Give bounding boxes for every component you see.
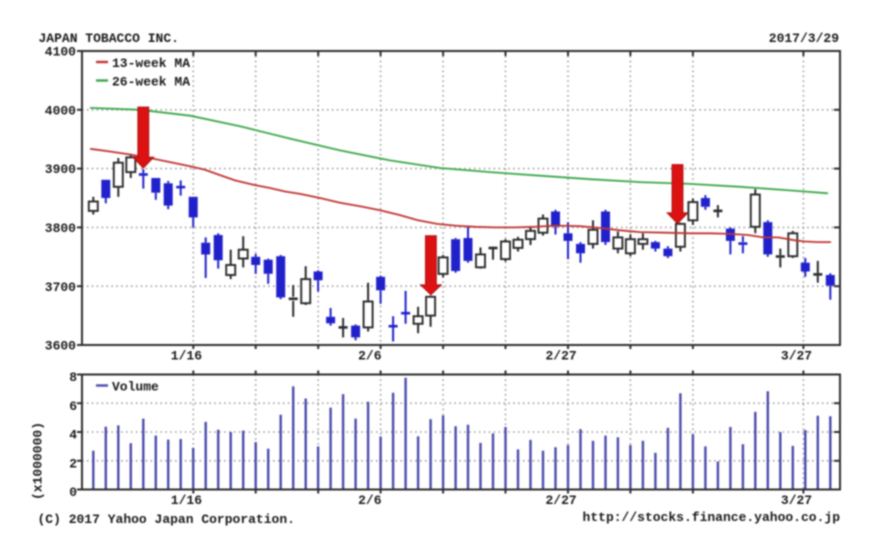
svg-text:2/6: 2/6: [358, 349, 382, 364]
svg-text:4000: 4000: [45, 103, 76, 118]
svg-text:http://stocks.finance.yahoo.co: http://stocks.finance.yahoo.co.jp: [583, 510, 841, 525]
svg-text:1/16: 1/16: [171, 349, 202, 364]
svg-text:4100: 4100: [45, 45, 76, 60]
svg-text:2: 2: [69, 456, 77, 471]
svg-text:2/27: 2/27: [546, 349, 577, 364]
svg-text:8: 8: [69, 370, 77, 385]
svg-text:(C) 2017 Yahoo Japan Corporati: (C) 2017 Yahoo Japan Corporation.: [38, 512, 295, 527]
svg-text:1/16: 1/16: [171, 493, 202, 508]
svg-text:3/27: 3/27: [781, 349, 812, 364]
svg-text:0: 0: [69, 485, 77, 500]
svg-text:3/27: 3/27: [781, 493, 812, 508]
svg-text:4: 4: [69, 428, 77, 443]
svg-text:3700: 3700: [45, 280, 76, 295]
svg-text:6: 6: [69, 399, 77, 414]
svg-text:JAPAN TOBACCO INC.: JAPAN TOBACCO INC.: [39, 31, 179, 46]
svg-text:2/6: 2/6: [358, 493, 382, 508]
svg-text:26-week MA: 26-week MA: [112, 75, 190, 90]
svg-text:2/27: 2/27: [546, 493, 577, 508]
svg-text:Volume: Volume: [112, 380, 159, 395]
svg-text:3800: 3800: [45, 221, 76, 236]
svg-text:13-week MA: 13-week MA: [112, 56, 190, 71]
svg-text:(x1000000): (x1000000): [31, 422, 46, 500]
svg-text:3600: 3600: [45, 339, 76, 354]
svg-text:2017/3/29: 2017/3/29: [769, 31, 839, 46]
svg-text:3900: 3900: [45, 162, 76, 177]
